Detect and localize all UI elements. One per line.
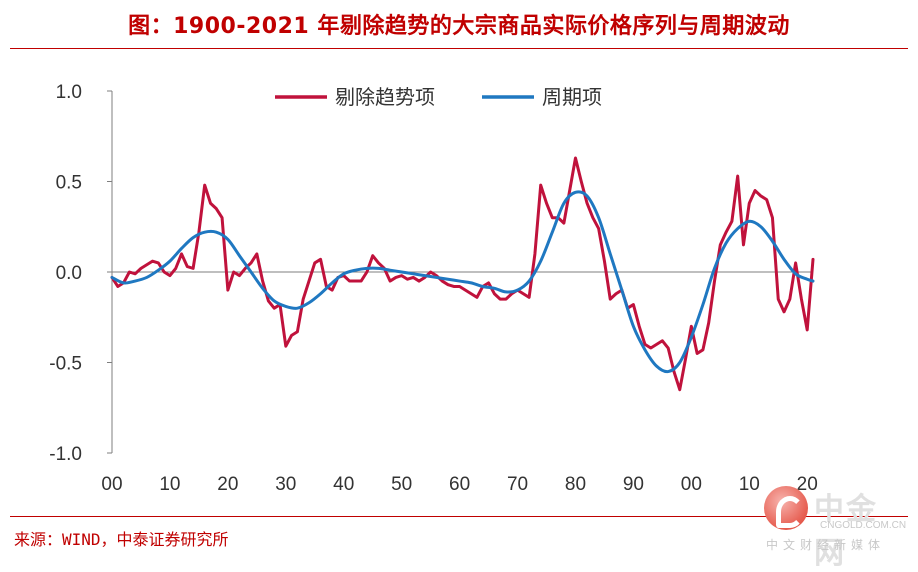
y-tick-label: -0.5: [49, 354, 82, 375]
x-tick-label: 20: [797, 474, 818, 495]
source-divider: [10, 516, 908, 517]
series-lines: [110, 156, 815, 392]
legend: 剔除趋势项 周期项: [275, 85, 602, 109]
y-axis: -1.0 -0.5 0.0 0.5 1.0: [49, 82, 113, 465]
x-tick-label: 70: [507, 474, 528, 495]
x-axis: 00 10 20 30 40 50 60 70 80 90 00 10 20: [101, 271, 818, 495]
cycle-series-line: [110, 190, 815, 374]
x-tick-label: 90: [623, 474, 644, 495]
x-tick-label: 40: [333, 474, 354, 495]
source-note: 来源：WIND，中泰证券研究所: [14, 530, 229, 549]
x-tick-label: 60: [449, 474, 470, 495]
x-tick-label: 80: [565, 474, 586, 495]
y-tick-label: 0.0: [56, 263, 82, 284]
x-tick-label: 30: [275, 474, 296, 495]
x-tick-label: 50: [391, 474, 412, 495]
y-tick-label: 0.5: [56, 173, 82, 194]
chart-title: 图：1900-2021 年剔除趋势的大宗商品实际价格序列与周期波动: [128, 14, 790, 39]
x-tick-label: 20: [217, 474, 238, 495]
x-tick-label: 10: [159, 474, 180, 495]
legend-item-detrended: 剔除趋势项: [335, 85, 435, 109]
title-divider: [10, 48, 908, 49]
line-chart: -1.0-0.50.00.51.0 00 10 20 30 40 50 60 70 80 90 00…: [49, 82, 818, 495]
y-tick-label: 1.0: [56, 82, 82, 103]
x-tick-label: 10: [739, 474, 760, 495]
detrended-series-line: [110, 156, 815, 392]
x-tick-label: 00: [101, 474, 122, 495]
watermark-logo: 中金网 CNGOLD.COM.CN 中文财经新媒体: [758, 486, 908, 571]
legend-item-cycle: 周期项: [542, 85, 602, 109]
x-tick-label: 00: [681, 474, 702, 495]
y-tick-label: -1.0: [49, 444, 82, 465]
logo-url: CNGOLD.COM.CN: [820, 520, 907, 531]
logo-mark-icon: [764, 486, 808, 530]
logo-tagline: 中文财经新媒体: [766, 538, 886, 552]
